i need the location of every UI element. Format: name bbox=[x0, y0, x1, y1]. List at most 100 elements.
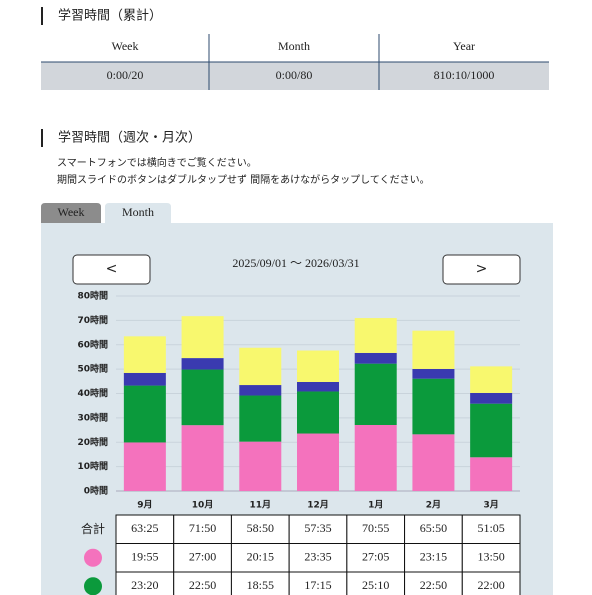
table-cell-box bbox=[346, 514, 406, 544]
y-tick-label: 30時間 bbox=[77, 411, 108, 423]
bar-segment bbox=[470, 403, 513, 458]
bar-segment bbox=[123, 442, 166, 491]
bar-segment bbox=[354, 363, 397, 425]
table-cell: 22:00 bbox=[477, 578, 504, 592]
legend-dot bbox=[84, 577, 102, 595]
y-tick-label: 70時間 bbox=[77, 314, 108, 326]
x-tick-label: 1月 bbox=[368, 500, 383, 511]
table-cell: 63:25 bbox=[131, 521, 158, 535]
heading-bar bbox=[41, 129, 43, 147]
table-cell: 23:20 bbox=[131, 578, 158, 592]
bar-segment bbox=[412, 368, 455, 379]
x-tick-label: 11月 bbox=[250, 500, 272, 511]
bar-segment bbox=[412, 378, 455, 435]
table-cell-box bbox=[115, 514, 175, 544]
x-tick-label: 2月 bbox=[426, 500, 441, 511]
table-cell: 20:15 bbox=[247, 550, 274, 564]
section-title: 学習時間（累計） bbox=[58, 8, 162, 24]
bar-segment bbox=[297, 350, 339, 382]
bar-segment bbox=[181, 358, 224, 370]
next-label[interactable]: > bbox=[476, 261, 488, 277]
table-cell-box bbox=[230, 543, 290, 573]
y-tick-label: 60時間 bbox=[77, 338, 108, 350]
table-cell: 18:55 bbox=[247, 578, 274, 592]
bar-segment bbox=[297, 391, 339, 434]
date-range: 2025/09/01 〜 2026/03/31 bbox=[232, 256, 359, 270]
bar-segment bbox=[239, 395, 282, 442]
table-cell: 810:10/1000 bbox=[434, 68, 495, 82]
table-cell: 27:00 bbox=[189, 550, 216, 564]
bar-segment bbox=[239, 385, 282, 396]
bar-segment bbox=[470, 392, 513, 404]
table-cell: 22:50 bbox=[189, 578, 216, 592]
bar-segment bbox=[470, 366, 513, 393]
tab-label[interactable]: Month bbox=[122, 205, 154, 219]
table-cell: 0:00/20 bbox=[107, 68, 144, 82]
section-title: 学習時間（週次・月次） bbox=[58, 130, 201, 146]
table-cell-box bbox=[230, 514, 290, 544]
table-cell: 17:15 bbox=[304, 578, 331, 592]
bar-segment bbox=[354, 424, 397, 491]
tab-label[interactable]: Week bbox=[57, 205, 84, 219]
y-tick-label: 40時間 bbox=[77, 387, 108, 399]
table-cell: 70:55 bbox=[362, 521, 389, 535]
next-button[interactable] bbox=[442, 254, 521, 285]
bar-segment bbox=[181, 425, 224, 491]
bar-segment bbox=[239, 347, 282, 386]
table-cell-box bbox=[346, 543, 406, 573]
legend-dot bbox=[84, 548, 102, 567]
bar-segment bbox=[412, 434, 455, 491]
table-cell: 23:15 bbox=[420, 550, 447, 564]
x-tick-label: 3月 bbox=[484, 500, 499, 511]
table-header: Week bbox=[111, 39, 138, 53]
table-cell: 58:50 bbox=[247, 521, 274, 535]
bar-segment bbox=[239, 441, 282, 491]
table-header: Year bbox=[453, 39, 475, 53]
tab[interactable] bbox=[41, 203, 101, 223]
bar-segment bbox=[354, 318, 397, 353]
bar-segment bbox=[297, 433, 339, 491]
y-tick-label: 50時間 bbox=[77, 363, 108, 375]
row-label: 合計 bbox=[81, 521, 105, 536]
table-cell-box bbox=[288, 543, 348, 573]
tab-active[interactable] bbox=[105, 203, 171, 223]
summary-row-bg bbox=[41, 62, 549, 90]
bar-segment bbox=[354, 352, 397, 364]
table-cell: 71:50 bbox=[189, 521, 216, 535]
table-cell: 23:35 bbox=[304, 550, 331, 564]
table-cell-box bbox=[404, 543, 463, 573]
table-cell: 57:35 bbox=[304, 521, 331, 535]
note: 期間スライドのボタンはダブルタップせず 間隔をあけながらタップしてください。 bbox=[57, 173, 430, 186]
bar-segment bbox=[123, 372, 166, 386]
prev-label[interactable]: < bbox=[106, 261, 118, 277]
table-cell-box bbox=[461, 514, 521, 544]
note: スマートフォンでは横向きでご覧ください。 bbox=[57, 156, 257, 169]
table-cell: 13:50 bbox=[477, 550, 504, 564]
table-cell: 19:55 bbox=[131, 550, 158, 564]
table-cell: 22:50 bbox=[420, 578, 447, 592]
y-tick-label: 80時間 bbox=[77, 290, 108, 302]
table-cell-box bbox=[115, 543, 175, 573]
table-header: Month bbox=[278, 39, 310, 53]
prev-button[interactable] bbox=[72, 254, 151, 285]
x-tick-label: 10月 bbox=[192, 500, 214, 511]
bar-segment bbox=[297, 381, 339, 392]
bar-segment bbox=[181, 316, 224, 359]
x-tick-label: 12月 bbox=[307, 500, 329, 511]
bar-segment bbox=[123, 336, 166, 373]
bar-segment bbox=[181, 369, 224, 426]
bar-segment bbox=[123, 385, 166, 443]
y-tick-label: 10時間 bbox=[77, 460, 108, 472]
table-cell: 51:05 bbox=[477, 521, 504, 535]
table-cell: 65:50 bbox=[420, 521, 447, 535]
x-tick-label: 9月 bbox=[137, 500, 152, 511]
y-tick-label: 20時間 bbox=[77, 436, 108, 448]
bar-segment bbox=[470, 457, 513, 491]
heading-bar bbox=[41, 7, 43, 25]
table-cell: 27:05 bbox=[362, 550, 389, 564]
table-cell: 25:10 bbox=[362, 578, 389, 592]
table-cell: 0:00/80 bbox=[276, 68, 313, 82]
y-tick-label: 0時間 bbox=[84, 485, 108, 497]
